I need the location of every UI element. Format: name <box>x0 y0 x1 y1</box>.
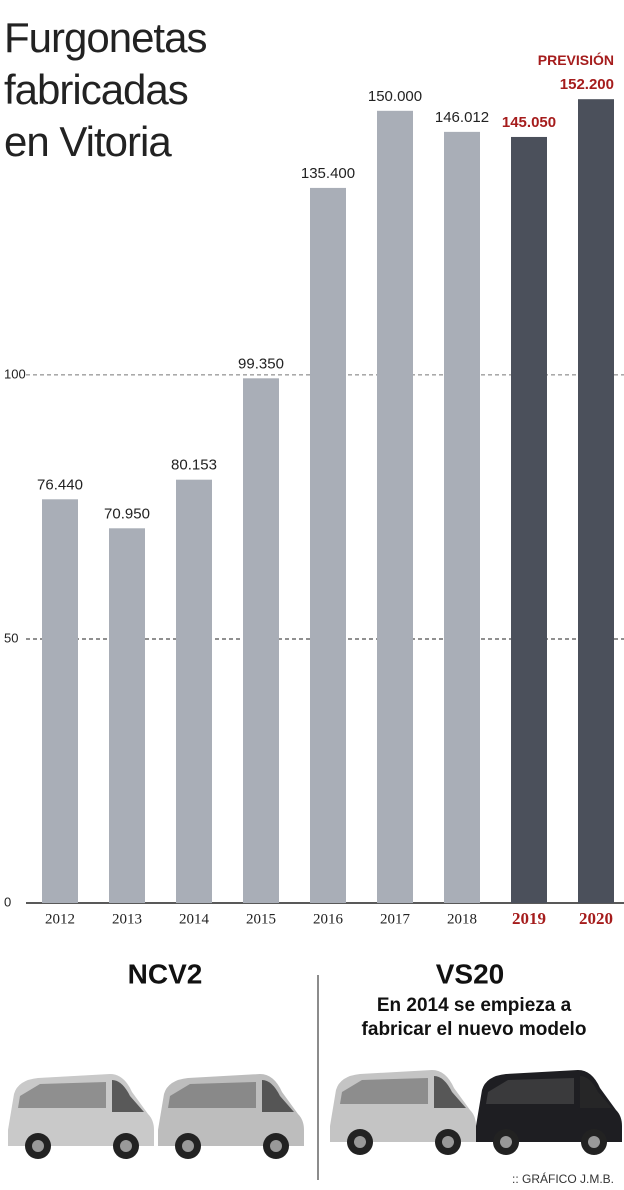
x-tick-label: 2017 <box>380 911 411 927</box>
bar <box>444 131 480 903</box>
x-tick-label: 2018 <box>447 911 477 927</box>
data-label: 152.200 <box>560 76 614 93</box>
x-tick-label: 2013 <box>112 911 142 927</box>
data-label: 70.950 <box>104 505 150 522</box>
data-label: 145.050 <box>502 114 556 131</box>
bar <box>511 136 547 903</box>
credit: :: GRÁFICO J.M.B. <box>512 1171 614 1186</box>
note: fabricar el nuevo modelo <box>362 1019 587 1040</box>
model-name: VS20 <box>436 958 505 989</box>
chart-title: Furgonetas <box>4 14 206 61</box>
y-tick-label: 0 <box>4 894 11 909</box>
van-image <box>8 1074 154 1159</box>
x-tick-label: 2016 <box>313 911 344 927</box>
model-name: NCV2 <box>128 958 203 989</box>
bar <box>377 110 413 903</box>
bar <box>243 378 279 903</box>
x-tick-label: 2015 <box>246 911 276 927</box>
bar <box>310 187 346 903</box>
data-label: 135.400 <box>301 165 355 182</box>
note: En 2014 se empieza a <box>377 995 572 1016</box>
x-tick-label: 2019 <box>512 909 546 928</box>
annotation: PREVISIÓN <box>538 51 614 68</box>
bar <box>176 479 212 903</box>
y-tick-label: 50 <box>4 630 18 645</box>
data-label: 150.000 <box>368 88 422 105</box>
bar <box>109 528 145 903</box>
data-label: 80.153 <box>171 457 217 474</box>
x-tick-label: 2014 <box>179 911 210 927</box>
y-tick-label: 100 <box>4 366 26 381</box>
chart-title: fabricadas <box>4 66 188 113</box>
bar <box>578 99 614 904</box>
x-tick-label: 2020 <box>579 909 613 928</box>
x-tick-label: 2012 <box>45 911 75 927</box>
bar <box>42 499 78 903</box>
data-label: 99.350 <box>238 355 284 372</box>
van-image <box>158 1074 304 1159</box>
van-image <box>476 1070 622 1155</box>
van-image <box>330 1070 476 1155</box>
chart-title: en Vitoria <box>4 118 172 165</box>
data-label: 76.440 <box>37 476 83 493</box>
data-label: 146.012 <box>435 109 489 126</box>
